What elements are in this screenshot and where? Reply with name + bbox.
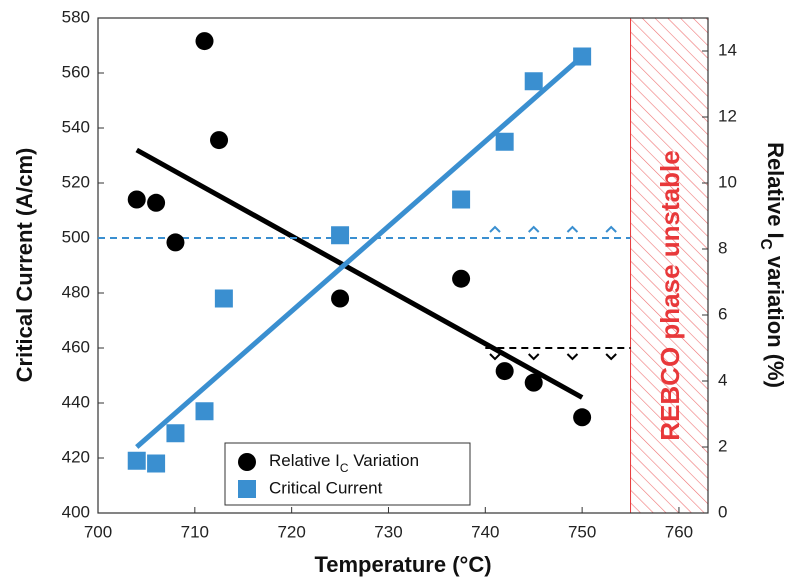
legend-marker xyxy=(238,453,256,471)
point xyxy=(524,373,543,392)
point xyxy=(166,424,185,443)
x-tick-label: 740 xyxy=(471,522,499,541)
plot-frame xyxy=(97,17,709,514)
y2-tick-label: 14 xyxy=(718,40,737,59)
point xyxy=(147,193,166,212)
x-tick-label: 750 xyxy=(568,522,596,541)
x-axis-title: Temperature (°C) xyxy=(314,552,491,577)
y-tick-label: 520 xyxy=(62,172,90,191)
x-tick-label: 760 xyxy=(665,522,693,541)
point xyxy=(573,408,592,427)
threshold-arrow xyxy=(489,225,501,233)
point xyxy=(495,362,514,381)
threshold-arrow xyxy=(489,353,501,361)
point xyxy=(331,289,350,308)
fit-line xyxy=(135,147,584,400)
legend-marker xyxy=(238,480,256,498)
point xyxy=(127,190,146,209)
x-tick-label: 720 xyxy=(277,522,305,541)
y-tick-label: 540 xyxy=(62,117,90,136)
y-axis-title: Critical Current (A/cm) xyxy=(12,148,37,383)
y2-tick-label: 10 xyxy=(718,172,737,191)
point xyxy=(524,72,543,91)
threshold-arrow xyxy=(528,353,540,361)
shaded-region xyxy=(630,17,709,514)
point xyxy=(214,289,233,308)
point xyxy=(195,402,214,421)
point xyxy=(210,131,229,150)
point xyxy=(573,47,592,66)
x-tick-label: 710 xyxy=(181,522,209,541)
legend-label: Relative IC Variation xyxy=(269,451,419,475)
y-tick-label: 440 xyxy=(62,392,90,411)
y2-tick-label: 8 xyxy=(718,238,727,257)
y-tick-label: 480 xyxy=(62,282,90,301)
point xyxy=(166,233,185,252)
region-label: REBCO phase unstable xyxy=(655,150,685,440)
point xyxy=(452,269,471,288)
legend-label: Critical Current xyxy=(269,478,383,497)
y2-tick-label: 0 xyxy=(718,502,727,521)
y2-tick-label: 2 xyxy=(718,436,727,455)
y-tick-label: 560 xyxy=(62,62,90,81)
y2-axis-title: Relative IC variation (%) xyxy=(757,142,788,388)
point xyxy=(147,454,166,473)
y-tick-label: 420 xyxy=(62,447,90,466)
y-tick-label: 500 xyxy=(62,227,90,246)
threshold-arrow xyxy=(605,353,617,361)
point xyxy=(127,451,146,470)
y2-tick-label: 4 xyxy=(718,370,727,389)
y-tick-label: 400 xyxy=(62,502,90,521)
y-tick-label: 580 xyxy=(62,7,90,26)
point xyxy=(495,132,514,151)
point xyxy=(452,190,471,209)
y2-tick-label: 12 xyxy=(718,106,737,125)
threshold-arrow xyxy=(528,225,540,233)
point xyxy=(331,226,350,245)
threshold-arrow xyxy=(566,225,579,233)
legend-box xyxy=(224,442,471,506)
point xyxy=(195,32,214,51)
fit-line xyxy=(135,54,584,449)
threshold-arrow xyxy=(566,353,579,361)
x-tick-label: 700 xyxy=(84,522,112,541)
threshold-arrow xyxy=(605,225,617,233)
y-tick-label: 460 xyxy=(62,337,90,356)
x-tick-label: 730 xyxy=(374,522,402,541)
y2-tick-label: 6 xyxy=(718,304,727,323)
